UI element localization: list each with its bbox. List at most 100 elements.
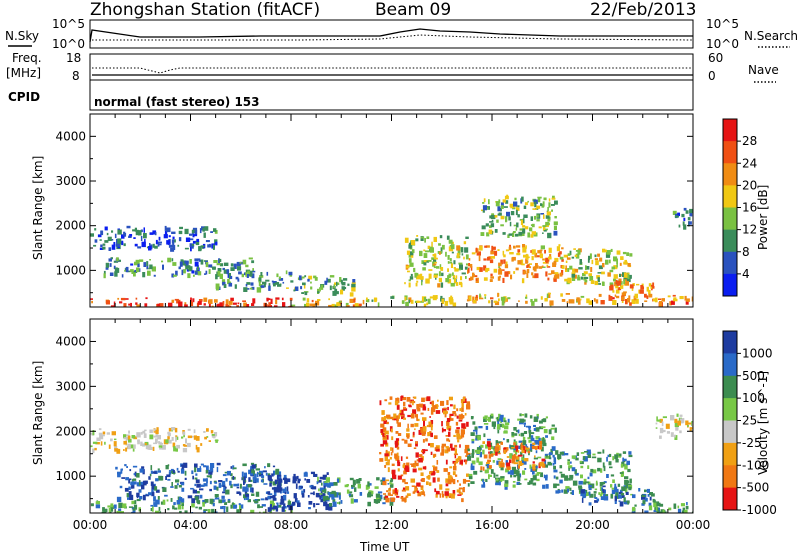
velocity-data-cell [383, 493, 386, 495]
power-data-cell [490, 223, 495, 228]
velocity-data-cell [118, 508, 122, 513]
velocity-data-cell [659, 427, 664, 434]
power-data-cell [427, 260, 432, 262]
power-data-cell [423, 297, 427, 302]
velocity-data-cell [149, 446, 153, 450]
velocity-data-cell [420, 412, 424, 415]
velocity-data-cell [453, 434, 456, 437]
nave-tick-top: 60 [708, 51, 723, 65]
velocity-data-cell [594, 497, 598, 499]
velocity-data-cell [187, 435, 193, 439]
velocity-data-cell [433, 466, 438, 471]
power-data-cell [113, 301, 116, 307]
power-data-cell [639, 289, 644, 294]
power-data-cell [90, 298, 93, 300]
velocity-data-cell [200, 484, 205, 487]
power-data-cell [243, 302, 247, 307]
velocity-data-cell [589, 483, 595, 489]
power-data-cell [516, 205, 520, 208]
velocity-data-cell [528, 430, 532, 434]
velocity-data-cell [630, 493, 634, 496]
velocity-data-cell [170, 486, 174, 488]
velocity-data-cell [140, 431, 143, 435]
power-data-cell [178, 266, 181, 270]
velocity-data-cell [282, 488, 287, 494]
velocity-data-cell [598, 492, 601, 495]
velocity-xtick-label: 04:00 [173, 518, 208, 532]
velocity-data-cell [594, 488, 598, 491]
velocity-data-cell [259, 474, 263, 477]
power-data-cell [537, 250, 542, 254]
velocity-data-cell [298, 478, 301, 482]
power-data-cell [158, 236, 161, 241]
velocity-data-cell [269, 505, 272, 512]
velocity-data-cell [646, 488, 650, 493]
power-data-cell [611, 266, 615, 270]
velocity-data-cell [533, 457, 538, 460]
power-data-cell [518, 231, 523, 236]
power-data-cell [110, 257, 113, 260]
velocity-data-cell [389, 396, 393, 400]
velocity-data-cell [184, 477, 187, 480]
velocity-data-cell [592, 469, 597, 474]
velocity-data-cell [207, 509, 211, 513]
velocity-data-cell [518, 483, 522, 485]
power-region-9 [404, 235, 470, 288]
velocity-data-cell [222, 491, 226, 494]
power-data-cell [134, 243, 138, 247]
power-data-cell [371, 299, 374, 302]
velocity-data-cell [609, 453, 612, 457]
velocity-data-cell [153, 496, 156, 502]
power-data-cell [193, 234, 198, 237]
nsky-label: N.Sky [5, 29, 39, 43]
power-data-cell [117, 229, 122, 235]
velocity-data-cell [292, 480, 297, 484]
power-colorbar-segment [723, 229, 737, 253]
velocity-data-cell [148, 476, 151, 480]
velocity-data-cell [403, 407, 407, 410]
velocity-data-cell [446, 425, 452, 430]
velocity-data-cell [535, 427, 540, 432]
velocity-data-cell [522, 454, 525, 458]
power-data-cell [338, 300, 342, 303]
velocity-data-cell [391, 469, 396, 473]
velocity-data-cell [475, 438, 479, 441]
velocity-data-cell [644, 489, 647, 493]
power-data-cell [523, 214, 528, 218]
velocity-data-cell [465, 480, 471, 482]
velocity-xtick-label: 12:00 [374, 518, 409, 532]
velocity-data-cell [323, 501, 328, 507]
power-data-cell [461, 253, 464, 256]
velocity-data-cell [222, 474, 227, 477]
velocity-data-cell [151, 491, 155, 497]
power-data-cell [619, 262, 622, 266]
velocity-data-cell [176, 467, 179, 471]
power-data-cell [545, 271, 548, 277]
power-data-cell [590, 280, 595, 284]
velocity-data-cell [648, 505, 653, 511]
power-data-cell [432, 254, 435, 257]
velocity-data-cell [521, 448, 526, 453]
velocity-data-cell [610, 484, 613, 488]
velocity-data-cell [679, 430, 682, 434]
power-data-cell [684, 295, 687, 301]
power-data-cell [590, 267, 593, 273]
velocity-data-cell [570, 492, 573, 495]
velocity-data-cell [584, 481, 589, 484]
velocity-data-cell [534, 465, 538, 469]
velocity-data-cell [133, 444, 136, 449]
velocity-data-cell [96, 437, 101, 441]
velocity-data-cell [437, 477, 440, 482]
velocity-data-cell [283, 477, 288, 481]
velocity-data-cell [157, 468, 160, 471]
power-data-cell [619, 273, 622, 277]
velocity-data-cell [149, 473, 152, 477]
velocity-data-cell [517, 429, 520, 434]
power-data-cell [497, 276, 501, 281]
velocity-data-cell [108, 507, 111, 513]
power-data-cell [505, 261, 508, 265]
velocity-data-cell [459, 459, 463, 465]
velocity-data-cell [383, 436, 387, 439]
velocity-data-cell [216, 486, 219, 491]
velocity-data-cell [250, 462, 255, 465]
